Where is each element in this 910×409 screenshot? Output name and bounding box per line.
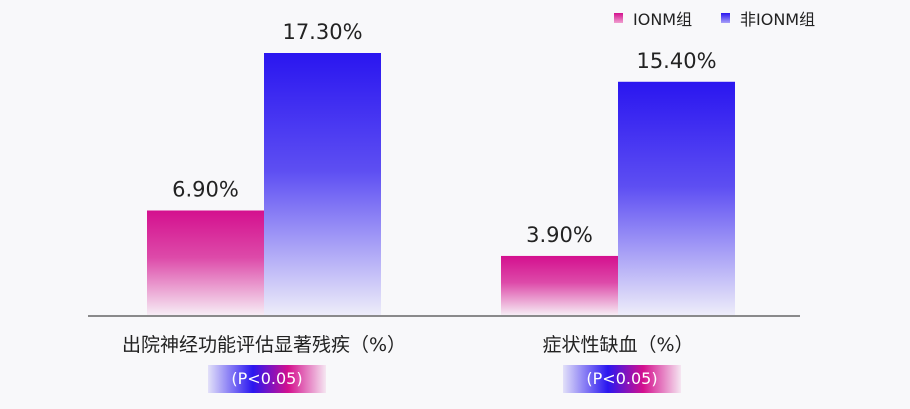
data-label: 15.40% xyxy=(636,49,716,73)
category-label: 出院神经功能评估显著残疾（%） xyxy=(121,334,407,356)
legend-item-ionm: IONM组 xyxy=(614,6,692,30)
bar xyxy=(264,53,381,315)
data-label: 17.30% xyxy=(282,20,362,44)
legend-label: IONM组 xyxy=(633,10,693,29)
legend-swatch xyxy=(721,13,730,23)
legend-swatch xyxy=(614,13,623,23)
p-value-badge: (P<0.05) xyxy=(563,365,681,393)
data-label: 6.90% xyxy=(172,178,239,202)
bar xyxy=(501,255,618,315)
data-label: 3.90% xyxy=(526,223,593,247)
legend-item-non-ionm: 非IONM组 xyxy=(721,6,815,30)
p-value-badge: (P<0.05) xyxy=(208,365,326,393)
category-label: 症状性缺血（%） xyxy=(542,334,694,356)
bar xyxy=(618,81,735,315)
legend-label: 非IONM组 xyxy=(740,10,816,29)
bar xyxy=(147,210,264,315)
